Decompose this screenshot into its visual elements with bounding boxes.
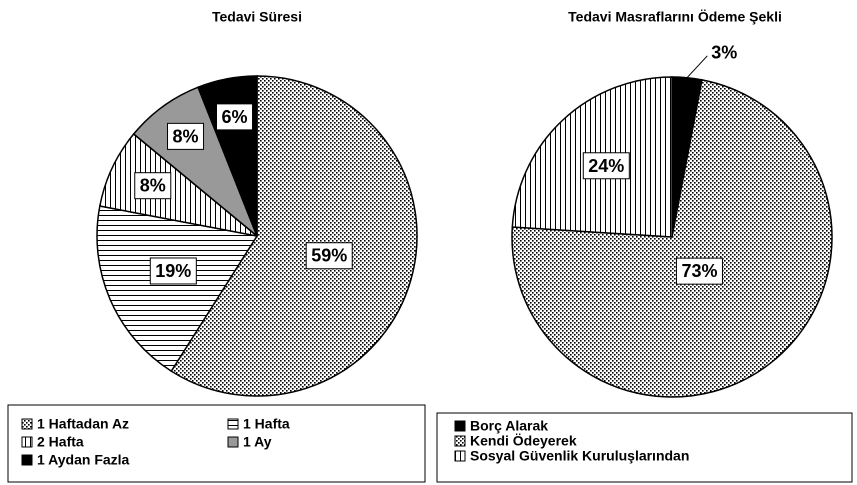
legend-swatch <box>21 436 33 448</box>
data-label-box <box>149 257 197 285</box>
legend-label: 1 Ay <box>243 434 272 450</box>
data-label-box <box>216 103 254 131</box>
legend-swatch <box>454 420 466 432</box>
legend-swatch <box>21 418 33 430</box>
data-label-box <box>675 257 723 285</box>
legend-label: Sosyal Güvenlik Kuruluşlarından <box>470 448 689 464</box>
data-label-box <box>305 242 353 270</box>
data-label-box <box>582 152 630 180</box>
legend-label: 1 Haftadan Az <box>37 416 129 432</box>
legend-label: Kendi Ödeyerek <box>470 433 577 449</box>
legend-label: 2 Hafta <box>37 434 84 450</box>
legend-swatch <box>21 454 33 466</box>
data-label: 24% <box>588 156 624 176</box>
legend-label: Borç Alarak <box>470 418 548 434</box>
data-label: 19% <box>155 261 191 281</box>
legend-swatch <box>227 436 239 448</box>
chart-title: Tedavi Masraflarını Ödeme Şekli <box>568 9 782 25</box>
legend-label: 1 Aydan Fazla <box>37 452 130 468</box>
data-label: 8% <box>140 176 166 196</box>
legend-label: 1 Hafta <box>243 416 290 432</box>
data-label: 3% <box>711 43 737 63</box>
data-label: 8% <box>173 126 199 146</box>
data-label: 59% <box>311 246 347 266</box>
pie-slice <box>170 75 418 397</box>
data-label: 6% <box>222 107 248 127</box>
data-label: 73% <box>681 261 717 281</box>
legend-swatch <box>454 435 466 447</box>
pie-slice <box>96 205 259 373</box>
chart-title: Tedavi Süresi <box>212 9 302 25</box>
legend-swatch <box>454 450 466 462</box>
leader-line <box>686 55 708 79</box>
data-label-box <box>167 122 205 150</box>
legend-box <box>436 412 853 483</box>
legend-swatch <box>227 418 239 430</box>
legend-box <box>7 404 426 483</box>
pie-slice <box>511 78 833 398</box>
data-label-box <box>134 172 172 200</box>
